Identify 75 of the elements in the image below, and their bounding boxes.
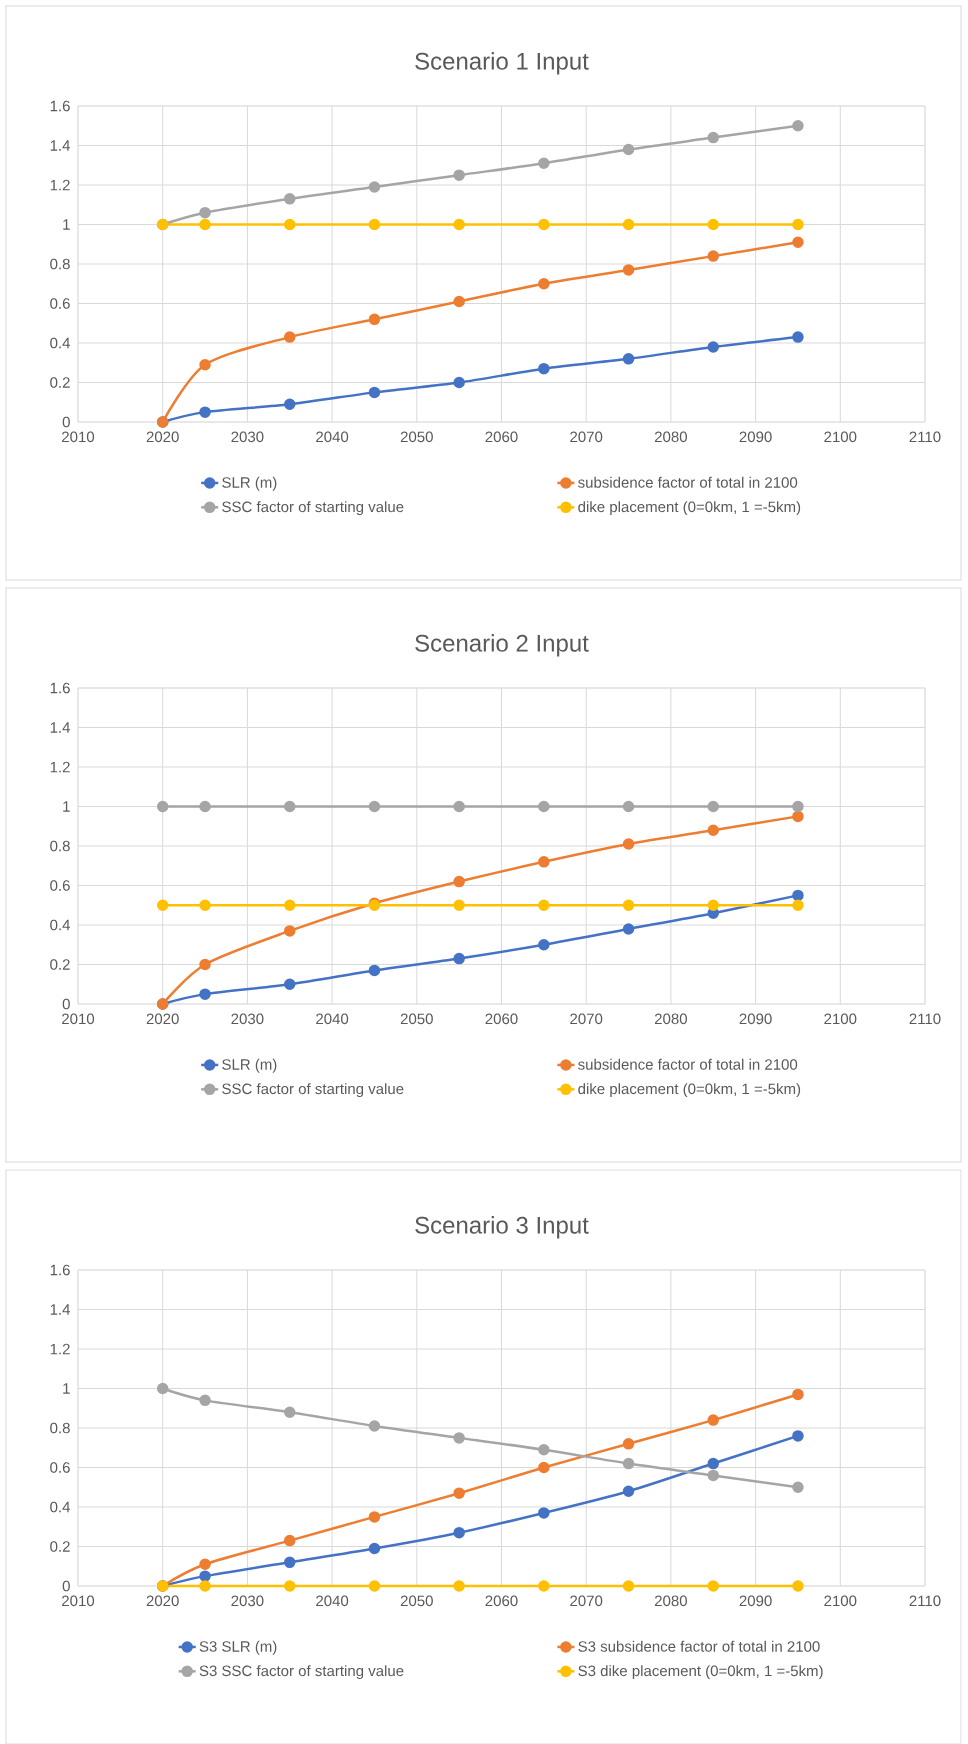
- y-tick-label: 0.4: [50, 919, 71, 931]
- x-tick-label: 2110: [909, 431, 941, 443]
- x-tick-label: 2050: [400, 1013, 433, 1025]
- x-tick-label: 2030: [231, 431, 264, 443]
- y-tick-label: 1.2: [50, 179, 70, 191]
- legend-label: dike placement (0=0km, 1 =-5km): [578, 1083, 801, 1098]
- x-tick-label: 2020: [146, 1595, 179, 1607]
- x-tick-label: 2080: [654, 1013, 687, 1025]
- x-tick-label: 2020: [146, 1013, 179, 1025]
- chart-title: Scenario 3 Input: [415, 1216, 589, 1239]
- x-tick-label: 2110: [909, 1013, 941, 1025]
- y-tick-label: 0.8: [50, 258, 70, 270]
- x-tick-label: 2090: [739, 1013, 772, 1025]
- x-tick-label: 2060: [485, 1595, 518, 1607]
- y-tick-label: 0.6: [50, 1462, 70, 1473]
- y-tick-label: 1.6: [50, 682, 70, 694]
- x-tick-label: 2110: [909, 1595, 941, 1607]
- y-tick-label: 0.4: [50, 337, 71, 349]
- chart-title: Scenario 1 Input: [415, 52, 589, 75]
- y-tick-label: 0.6: [50, 298, 70, 309]
- x-tick-label: 2070: [570, 1013, 603, 1025]
- legend-label: SLR (m): [222, 476, 277, 491]
- legend-label: SSC factor of starting value: [222, 501, 404, 516]
- x-tick-label: 2100: [824, 1595, 857, 1607]
- y-tick-label: 0: [62, 998, 70, 1010]
- y-tick-label: 0.2: [50, 959, 70, 970]
- x-tick-label: 2040: [316, 431, 349, 443]
- x-tick-label: 2070: [570, 1595, 603, 1607]
- x-tick-label: 2020: [146, 431, 179, 443]
- x-tick-label: 2040: [316, 1013, 349, 1025]
- legend-label: S3 SSC factor of starting value: [199, 1665, 404, 1680]
- x-tick-label: 2070: [570, 431, 603, 443]
- legend-label: subsidence factor of total in 2100: [578, 476, 798, 488]
- y-tick-label: 0.8: [50, 840, 70, 852]
- x-tick-label: 2080: [654, 1595, 687, 1607]
- y-tick-label: 0.8: [50, 1422, 70, 1434]
- x-tick-label: 2100: [824, 431, 857, 443]
- legend-label: dike placement (0=0km, 1 =-5km): [578, 501, 801, 516]
- y-tick-label: 1.6: [50, 100, 70, 112]
- y-tick-label: 0.6: [50, 880, 70, 891]
- chart-title: Scenario 2 Input: [415, 634, 589, 657]
- y-tick-label: 0.2: [50, 1541, 70, 1552]
- x-tick-label: 2040: [316, 1595, 349, 1607]
- legend-label: S3 SLR (m): [199, 1640, 277, 1655]
- y-tick-label: 1.4: [50, 1304, 71, 1315]
- x-tick-label: 2060: [485, 431, 518, 443]
- x-tick-label: 2090: [739, 1595, 772, 1607]
- y-tick-label: 1: [63, 1383, 70, 1394]
- x-tick-label: 2060: [485, 1013, 518, 1025]
- y-tick-label: 1.4: [50, 140, 71, 151]
- y-tick-label: 1.2: [50, 761, 70, 773]
- x-tick-label: 2080: [654, 431, 687, 443]
- x-tick-label: 2090: [739, 431, 772, 443]
- legend-label: S3 subsidence factor of total in 2100: [578, 1640, 820, 1652]
- y-tick-label: 0.2: [50, 377, 70, 388]
- legend-label: SLR (m): [222, 1058, 277, 1073]
- y-tick-label: 0.4: [50, 1501, 71, 1513]
- y-tick-label: 1.6: [50, 1264, 70, 1276]
- y-tick-label: 1: [63, 801, 70, 812]
- x-tick-label: 2100: [824, 1013, 857, 1025]
- y-tick-label: 0: [62, 1580, 70, 1592]
- legend-label: subsidence factor of total in 2100: [578, 1058, 798, 1070]
- legend-label: SSC factor of starting value: [222, 1083, 404, 1098]
- x-tick-label: 2030: [231, 1013, 264, 1025]
- y-tick-label: 1: [63, 219, 70, 230]
- x-tick-label: 2030: [231, 1595, 264, 1607]
- x-tick-label: 2010: [62, 1595, 95, 1607]
- x-tick-label: 2010: [62, 1013, 95, 1025]
- y-tick-label: 0: [62, 416, 70, 428]
- legend-label: S3 dike placement (0=0km, 1 =-5km): [578, 1665, 823, 1680]
- x-tick-label: 2050: [400, 1595, 433, 1607]
- y-tick-label: 1.4: [50, 722, 71, 733]
- x-tick-label: 2050: [400, 431, 433, 443]
- x-tick-label: 2010: [62, 431, 95, 443]
- y-tick-label: 1.2: [50, 1343, 70, 1355]
